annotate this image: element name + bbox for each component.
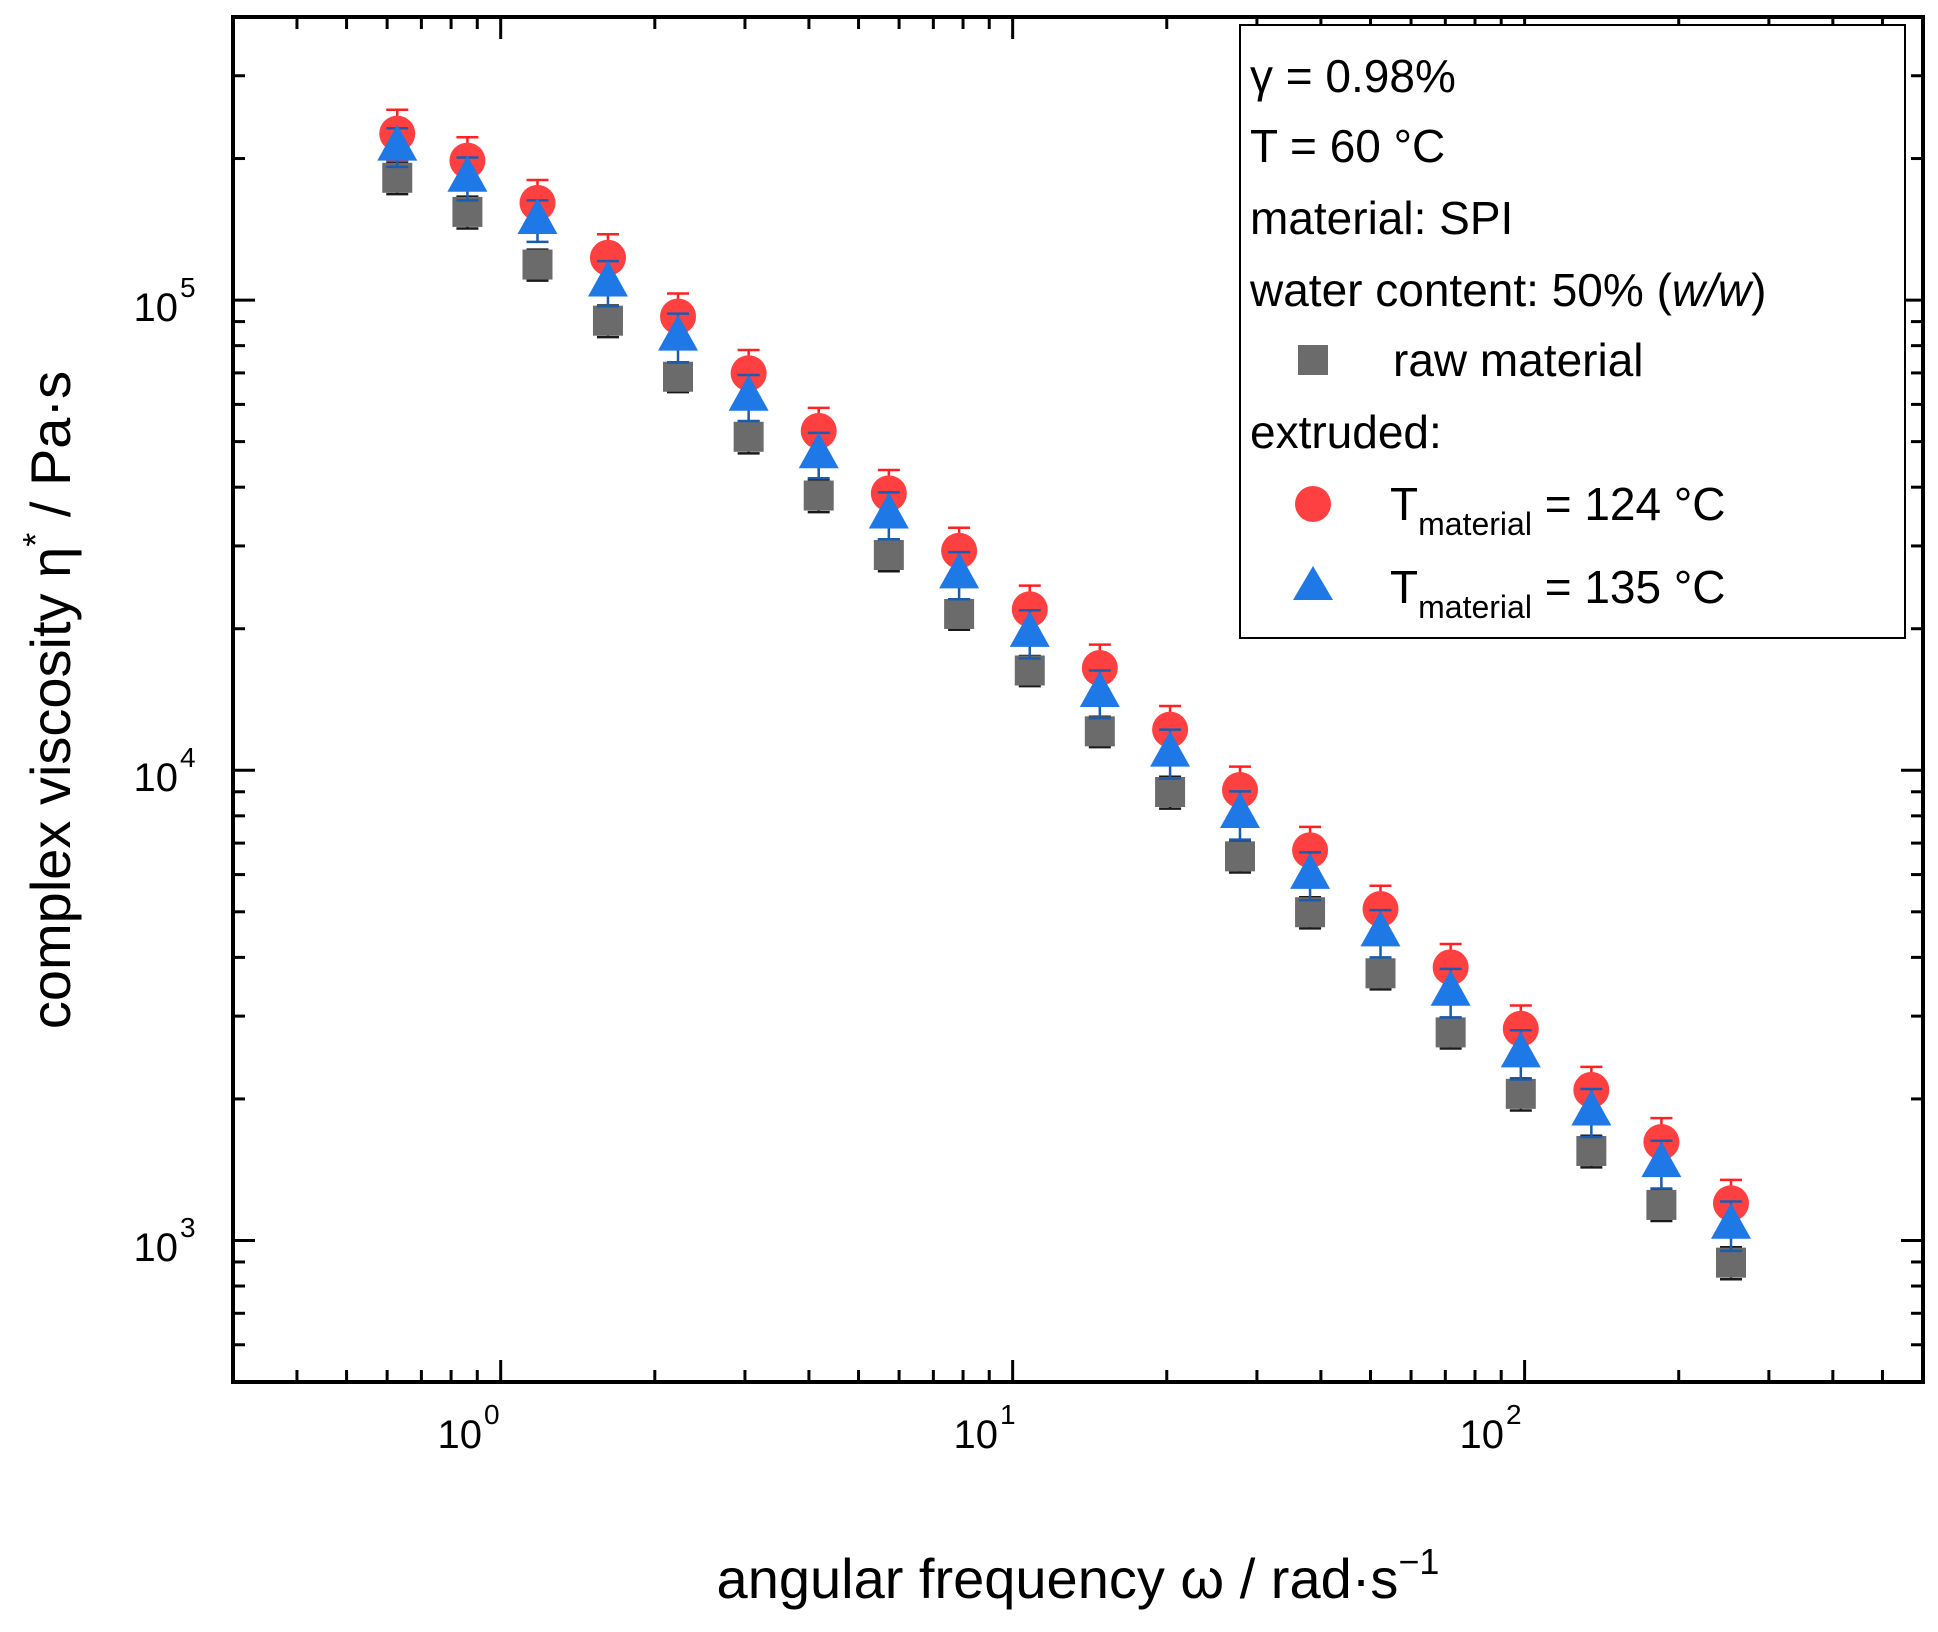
data-point-square — [1365, 958, 1396, 989]
data-point-triangle — [587, 260, 628, 297]
y-tick-label-1000: 10 — [134, 1226, 179, 1270]
data-point-circle — [1502, 1010, 1539, 1047]
legend-box: γ = 0.98% T = 60 °C material: SPI water … — [1239, 24, 1906, 639]
data-point-circle — [1081, 650, 1118, 687]
data-point-triangle — [517, 198, 558, 235]
data-point-triangle — [728, 374, 769, 411]
data-point-square — [592, 305, 623, 336]
data-point-triangle — [1009, 610, 1050, 647]
legend-temperature: T = 60 °C — [1250, 120, 1445, 172]
y-tick-label-100000-exp: 5 — [180, 272, 196, 303]
data-point-square — [1084, 716, 1115, 747]
y-tick-label-10000-exp: 4 — [180, 742, 196, 773]
data-point-square — [1505, 1078, 1536, 1109]
data-point-square — [873, 539, 904, 570]
x-axis-title: angular frequency ω / rad·s−1 — [717, 1541, 1440, 1610]
x-tick-label-1-exp: 0 — [484, 1399, 500, 1430]
data-point-triangle — [1641, 1141, 1682, 1178]
legend-triangle-marker — [1293, 566, 1333, 600]
data-point-triangle — [1360, 910, 1401, 947]
data-point-triangle — [658, 314, 699, 351]
data-point-triangle — [377, 124, 418, 161]
data-point-triangle — [1500, 1031, 1541, 1068]
legend-extruded: extruded: — [1250, 406, 1442, 458]
data-point-square — [1295, 897, 1326, 928]
data-point-square — [1155, 777, 1186, 808]
y-tick-label-100000: 10 — [134, 286, 179, 330]
data-point-circle — [1292, 832, 1329, 869]
legend-t124: Tmaterial = 124 °C — [1390, 478, 1726, 542]
data-point-circle — [1432, 949, 1469, 986]
data-point-triangle — [1571, 1089, 1612, 1126]
data-point-triangle — [1219, 792, 1260, 829]
data-point-square — [522, 249, 553, 280]
data-point-square — [1014, 655, 1045, 686]
data-point-triangle — [1430, 969, 1471, 1006]
data-point-circle — [800, 412, 837, 449]
data-point-square — [1715, 1247, 1746, 1278]
data-point-triangle — [1079, 670, 1120, 707]
x-axis-tick-labels: 10 0 10 1 10 2 — [438, 1399, 1522, 1457]
data-point-square — [452, 196, 483, 227]
x-tick-label-10: 10 — [954, 1413, 999, 1457]
data-point-triangle — [1290, 852, 1331, 889]
data-point-square — [733, 421, 764, 452]
legend-circle-marker — [1295, 486, 1331, 522]
data-point-square — [663, 361, 694, 392]
x-tick-label-10-exp: 1 — [1000, 1399, 1016, 1430]
data-point-triangle — [447, 155, 488, 192]
x-tick-label-1: 10 — [438, 1413, 483, 1457]
data-point-circle — [589, 239, 626, 276]
legend-t135: Tmaterial = 135 °C — [1390, 561, 1726, 625]
legend-material: material: SPI — [1250, 192, 1513, 244]
data-point-square — [1224, 841, 1255, 872]
legend-gamma: γ = 0.98% — [1250, 50, 1456, 102]
y-tick-label-1000-exp: 3 — [180, 1212, 196, 1243]
legend-square-marker — [1298, 345, 1328, 375]
data-point-triangle — [1710, 1202, 1751, 1239]
data-point-square — [944, 598, 975, 629]
data-point-triangle — [868, 492, 909, 529]
legend-frame — [1239, 24, 1906, 639]
series-square — [382, 161, 1746, 1281]
data-point-circle — [1221, 771, 1258, 808]
data-point-triangle — [1150, 730, 1191, 767]
legend-raw-material: raw material — [1393, 334, 1644, 386]
data-point-triangle — [798, 432, 839, 469]
data-series — [377, 108, 1751, 1281]
data-point-circle — [941, 532, 978, 569]
data-point-triangle — [939, 552, 980, 589]
y-axis-tick-labels: 10 3 10 4 10 5 — [134, 272, 196, 1270]
data-point-square — [1646, 1189, 1677, 1220]
x-tick-label-100-exp: 2 — [1506, 1399, 1522, 1430]
data-point-square — [1435, 1017, 1466, 1048]
series-triangle — [377, 124, 1751, 1253]
y-tick-label-10000: 10 — [134, 756, 179, 800]
data-point-square — [803, 480, 834, 511]
x-tick-label-100: 10 — [1460, 1413, 1505, 1457]
y-axis-ticks — [233, 15, 1923, 1384]
legend-water-content: water content: 50% (w/w) — [1249, 264, 1766, 316]
data-point-circle — [730, 355, 767, 392]
y-axis-title: complex viscosity η* / Pa·s — [15, 371, 82, 1029]
data-point-square — [1576, 1135, 1607, 1166]
